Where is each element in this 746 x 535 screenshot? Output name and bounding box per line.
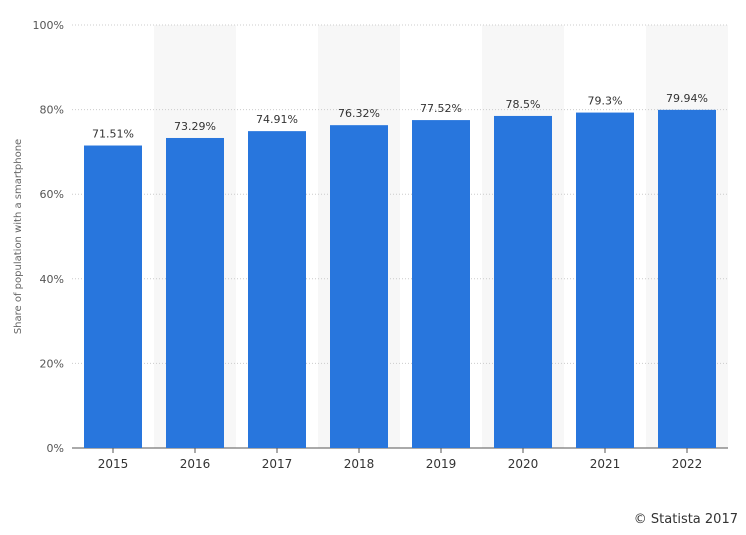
- data-label: 79.94%: [666, 92, 708, 105]
- bar: [330, 125, 388, 449]
- x-tick-label: 2021: [590, 457, 621, 471]
- bar: [494, 115, 552, 448]
- y-tick-label: 20%: [40, 357, 64, 370]
- bar: [248, 131, 306, 448]
- bar: [166, 137, 224, 448]
- bar: [412, 120, 470, 449]
- x-tick-label: 2017: [262, 457, 293, 471]
- data-label: 71.51%: [92, 128, 134, 141]
- x-tick-label: 2020: [508, 457, 539, 471]
- x-tick-label: 2016: [180, 457, 211, 471]
- copyright-credit[interactable]: © Statista 2017: [633, 512, 738, 527]
- bar: [576, 112, 634, 448]
- data-label: 76.32%: [338, 107, 380, 120]
- x-tick-label: 2015: [98, 457, 129, 471]
- data-label: 78.5%: [506, 98, 541, 111]
- data-label: 74.91%: [256, 113, 298, 126]
- y-tick-label: 80%: [40, 104, 64, 117]
- bar: [84, 145, 142, 448]
- data-label: 77.52%: [420, 102, 462, 115]
- data-label: 73.29%: [174, 120, 216, 133]
- x-tick-label: 2018: [344, 457, 375, 471]
- x-tick-label: 2019: [426, 457, 457, 471]
- y-tick-label: 0%: [47, 442, 64, 455]
- y-axis-title: Share of population with a smartphone: [13, 139, 24, 334]
- y-tick-label: 40%: [40, 273, 64, 286]
- y-tick-label: 100%: [33, 19, 64, 32]
- y-tick-label: 60%: [40, 188, 64, 201]
- data-label: 79.3%: [588, 95, 623, 108]
- bar: [658, 109, 716, 449]
- x-tick-label: 2022: [672, 457, 703, 471]
